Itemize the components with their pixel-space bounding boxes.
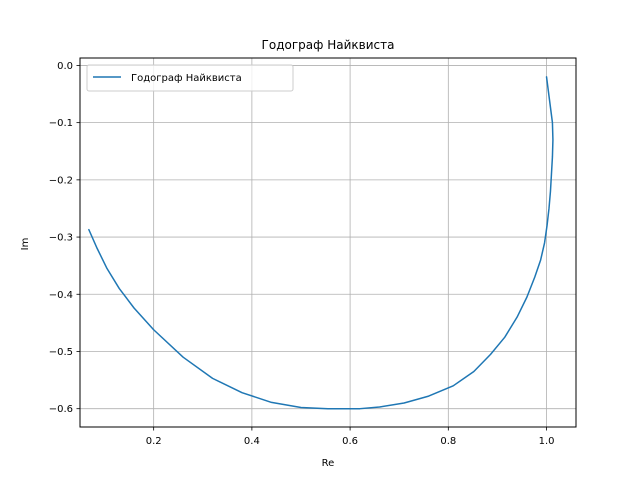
legend-label: Годограф Найквиста (131, 73, 242, 84)
y-tick-label: −0.3 (49, 233, 73, 244)
x-tick-label: 0.6 (342, 436, 358, 447)
y-tick-label: −0.4 (49, 290, 73, 301)
x-tick-label: 0.4 (244, 436, 260, 447)
legend-box (86, 64, 294, 92)
series-layer (88, 76, 554, 410)
plot-frame (79, 57, 577, 428)
y-tick-label: −0.1 (49, 118, 73, 129)
y-tick-label: −0.6 (49, 404, 73, 415)
x-tick-label: 1.0 (539, 436, 555, 447)
y-tick-label: −0.5 (49, 347, 73, 358)
x-tick-label: 0.8 (440, 436, 456, 447)
series-line (88, 76, 554, 410)
chart-title: Годограф Найквиста (262, 38, 395, 52)
y-axis-label: Im (20, 238, 31, 251)
legend: Годограф Найквиста (86, 64, 294, 92)
x-axis-label: Re (322, 458, 335, 469)
y-tick-label: −0.2 (49, 175, 73, 186)
ticks: 0.2 0.4 0.6 0.8 1.0 0.0 −0.1 −0.2 −0.3 −0.4 −0.5 −0… (49, 61, 555, 447)
x-tick-label: 0.2 (146, 436, 162, 447)
y-tick-label: 0.0 (57, 61, 73, 72)
